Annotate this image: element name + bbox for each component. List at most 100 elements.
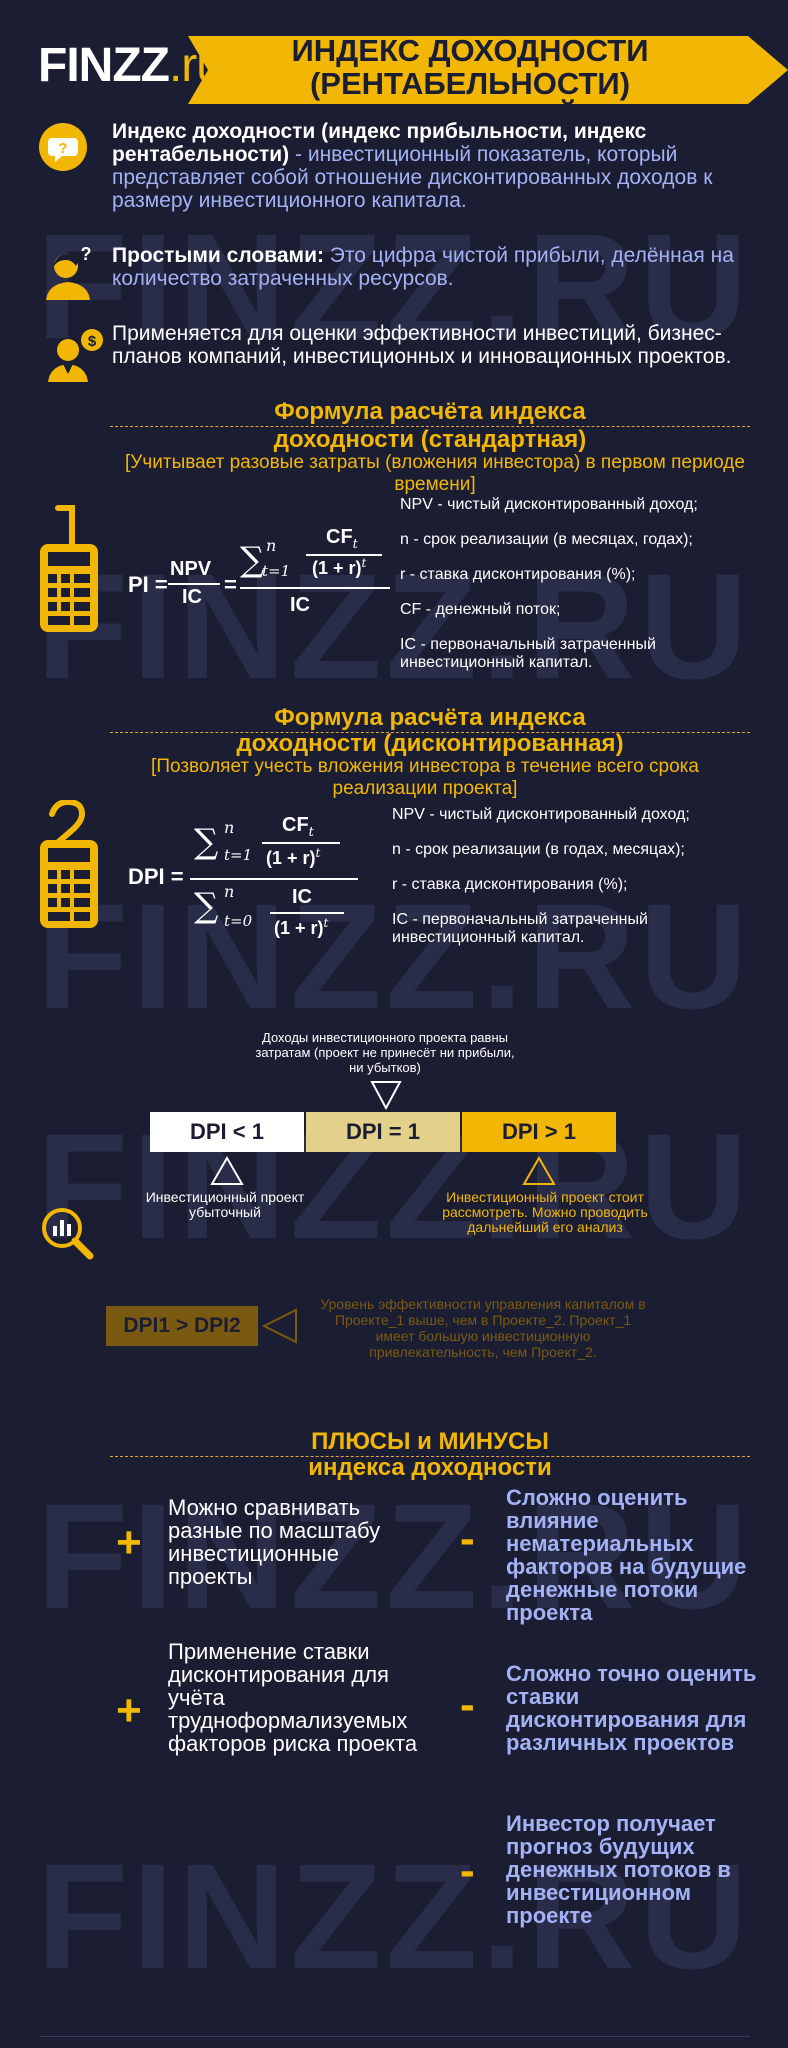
simple-words: Простыми словами: Это цифра чистой прибы… (112, 244, 752, 290)
cf-subscript: t (308, 825, 314, 840)
businessman-money-icon: $ (48, 329, 103, 382)
intro-definition: Индекс доходности (индекс прибыльности, … (112, 120, 762, 212)
fraction-bar (262, 842, 340, 844)
formula2-num-denominator: (1 + r)t (266, 846, 320, 869)
con-item: Сложно точно оценить ставки дисконтирова… (506, 1661, 757, 1755)
formula2-den-denominator: (1 + r)t (274, 916, 328, 939)
definition: n - срок реализации (в месяцах, годах); (400, 531, 693, 548)
svg-text:?: ? (58, 140, 67, 157)
fraction-bar (270, 912, 344, 914)
pointer-up-triangle (522, 1156, 556, 1185)
cf-label: CF (282, 814, 309, 836)
definition: NPV - чистый дисконтированный доход; (392, 806, 690, 823)
formula2-cf: CFt (282, 814, 314, 840)
denom-text: (1 + r) (312, 558, 362, 578)
formula2-ic: IC (292, 886, 312, 908)
title-banner (188, 36, 788, 104)
sum-symbol: ∑ (194, 886, 219, 926)
formula2-lhs: DPI = (128, 864, 184, 889)
formula2-heading-line2: доходности (дисконтированная) (236, 730, 624, 757)
scale-box-profit: DPI > 1 (462, 1112, 616, 1152)
intro-definition-text: - инвестиционный показатель, который пре… (112, 143, 713, 212)
minus-icon: - (460, 1846, 475, 1895)
definition: r - ставка дисконтирования (%); (400, 566, 636, 583)
pointer-up-triangle (210, 1156, 244, 1185)
sum-upper: n (224, 882, 235, 901)
formula1-definitions: NPV - чистый дисконтированный доход; n -… (400, 496, 745, 689)
formula2-heading-line1: Формула расчёта индекса (274, 704, 586, 731)
pros-cons-heading-line1: ПЛЮСЫ и МИНУСЫ (311, 1428, 549, 1455)
compare-label: DPI1 > DPI2 (106, 1306, 258, 1346)
brand-name: FINZZ (38, 39, 170, 92)
formula1-npv: NPV (170, 558, 212, 580)
formula1-subheading: доходности (стандартная) (110, 426, 750, 453)
intro-term: Индекс доходности (индекс прибыльности, … (112, 120, 647, 166)
question-bubble-icon: ? (39, 123, 87, 171)
plus-icon: + (116, 1686, 142, 1735)
scale-note-loss: Инвестиционный проект убыточный (145, 1189, 305, 1220)
watermark: FINZZ.RU (36, 1832, 752, 2000)
minus-icon: - (460, 1680, 475, 1729)
definition: NPV - чистый дисконтированный доход; (400, 496, 698, 513)
sum-lower: t=1 (262, 562, 291, 580)
formula2-note: [Позволяет учесть вложения инвестора в т… (151, 756, 699, 799)
pointer-down-triangle (370, 1081, 402, 1110)
watermark: FINZZ.RU (36, 872, 752, 1040)
pros-cons-heading: ПЛЮСЫ и МИНУСЫ (110, 1428, 750, 1455)
page-title-line2: (РЕНТАБЕЛЬНОСТИ) ИНВЕСТИЦИЙ (309, 66, 631, 134)
definition: CF - денежный поток; (400, 601, 561, 618)
scale-box-breakeven: DPI = 1 (306, 1112, 460, 1152)
fraction-bar (190, 878, 358, 880)
fraction-bar (306, 554, 382, 556)
definition: IC - первоначальный затраченный инвестиц… (392, 911, 648, 946)
sum-lower: t=0 (224, 912, 253, 930)
pro-item: Применение ставки дисконтирования для уч… (168, 1639, 418, 1756)
divider (110, 426, 750, 427)
simple-words-text: Это цифра чистой прибыли, делённая на ко… (112, 244, 734, 290)
calculator-icon (40, 505, 98, 632)
page-title-line1: ИНДЕКС ДОХОДНОСТИ (291, 33, 649, 68)
formula1-note: [Учитывает разовые затраты (вложения инв… (125, 452, 745, 495)
scale-note-profit: Инвестиционный проект стоит рассмотреть.… (442, 1189, 648, 1235)
cf-subscript: t (352, 537, 358, 552)
con-item: Сложно оценить влияние нематериальных фа… (506, 1485, 747, 1625)
denom-text: (1 + r) (274, 918, 324, 938)
sum-lower: t=1 (224, 846, 253, 864)
formula2-subheading: доходности (дисконтированная) (110, 730, 750, 757)
compare-text: Уровень эффективности управления капитал… (320, 1296, 646, 1360)
formula2-definitions: NPV - чистый дисконтированный доход; n -… (392, 806, 752, 964)
divider (110, 732, 750, 733)
fraction-bar (240, 587, 390, 589)
formula2-heading: Формула расчёта индекса (110, 704, 750, 731)
pros-cons-heading-line2: индекса доходности (308, 1454, 552, 1481)
denom-text: (1 + r) (266, 848, 316, 868)
pointer-left-triangle (262, 1308, 297, 1344)
formula1-denominator: (1 + r)t (312, 556, 366, 579)
svg-text:?: ? (81, 244, 92, 264)
svg-text:$: $ (88, 333, 97, 350)
scale-box-loss: DPI < 1 (150, 1112, 304, 1152)
pro-item: Можно сравнивать разные по масштабу инве… (168, 1495, 381, 1589)
con-item: Инвестор получает прогноз будущих денежн… (506, 1811, 731, 1928)
watermark: FINZZ.RU (36, 202, 752, 370)
formula1-equals: = (224, 572, 237, 597)
thinking-person-icon: ? (46, 244, 92, 300)
formula1-heading: Формула расчёта индекса (110, 398, 750, 425)
formula1-heading-line2: доходности (стандартная) (273, 426, 587, 453)
minus-icon: - (460, 1514, 475, 1563)
search-chart-icon (42, 1208, 94, 1260)
sum-symbol: ∑ (240, 540, 265, 580)
simple-words-label: Простыми словами: (112, 244, 324, 267)
divider (110, 1456, 750, 1457)
formula1-heading-line1: Формула расчёта индекса (274, 398, 586, 425)
formula1-outer-ic: IC (290, 594, 310, 616)
footer-divider (40, 2036, 750, 2037)
watermark: FINZZ.RU (36, 1472, 752, 1640)
usage-text: Применяется для оценки эффективности инв… (112, 322, 732, 368)
denom-sup: t (315, 846, 321, 860)
cf-label: CF (326, 526, 353, 548)
pros-cons-subheading: индекса доходности (110, 1454, 750, 1481)
formula1-lhs: PI = (128, 572, 168, 597)
sum-symbol: ∑ (194, 822, 219, 862)
definition: r - ставка дисконтирования (%); (392, 876, 628, 893)
